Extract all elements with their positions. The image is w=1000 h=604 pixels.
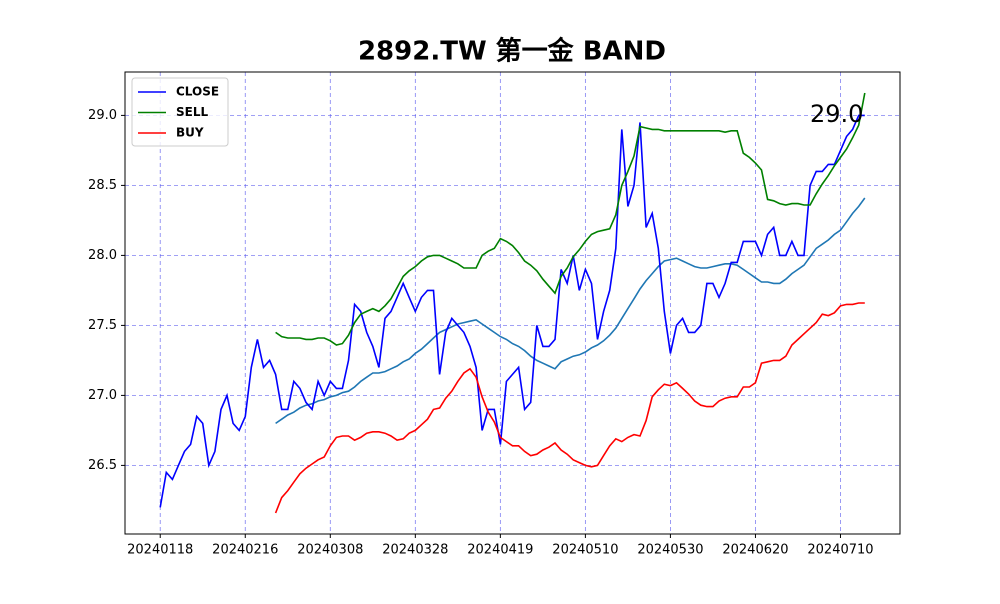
annotation: 29.0 (810, 100, 863, 128)
legend: CLOSE SELL BUY (131, 77, 229, 147)
y-tick-label: 26.5 (88, 458, 117, 473)
plot-frame (124, 71, 901, 535)
x-tick-label: 20240419 (467, 543, 533, 558)
legend-box (131, 77, 229, 147)
line-series (275, 92, 866, 346)
legend-label: CLOSE (176, 85, 219, 99)
x-tick-label: 20240216 (212, 543, 278, 558)
line-series (159, 114, 865, 508)
line-series (274, 302, 865, 514)
y-tick-label: 28.5 (88, 178, 117, 193)
x-tick-label: 20240530 (637, 543, 703, 558)
legend-label: SELL (176, 105, 208, 119)
y-tick-label: 27.0 (88, 388, 117, 403)
x-tick-label: 20240328 (382, 543, 448, 558)
y-tick-label: 27.5 (88, 318, 117, 333)
line-series (275, 197, 866, 425)
y-tick-label: 28.0 (88, 248, 117, 263)
x-tick-label: 20240510 (552, 543, 618, 558)
x-tick-label: 20240308 (297, 543, 363, 558)
x-tick-label: 20240710 (807, 543, 873, 558)
x-tick-label: 20240620 (722, 543, 788, 558)
y-tick-label: 29.0 (88, 108, 117, 123)
legend-label: BUY (176, 126, 204, 140)
x-tick-label: 20240118 (127, 543, 193, 558)
chart-title: 2892.TW 第一金 BAND (358, 36, 666, 67)
